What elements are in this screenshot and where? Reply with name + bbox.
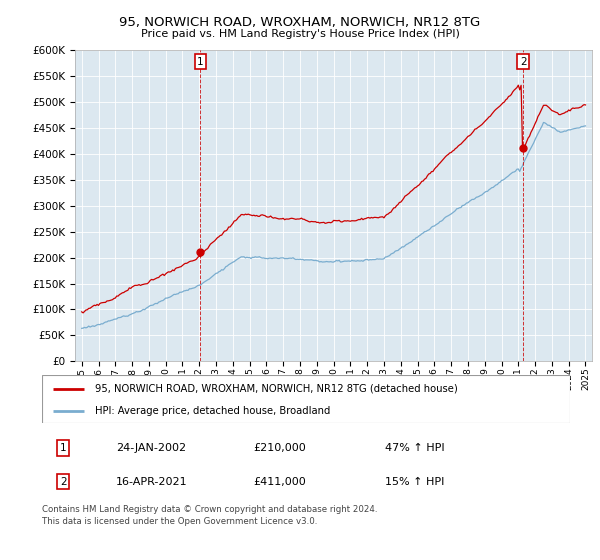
Text: 1: 1 xyxy=(197,57,204,67)
Text: 16-APR-2021: 16-APR-2021 xyxy=(116,477,188,487)
Text: 2: 2 xyxy=(60,477,67,487)
Text: £210,000: £210,000 xyxy=(253,443,306,453)
Text: 95, NORWICH ROAD, WROXHAM, NORWICH, NR12 8TG: 95, NORWICH ROAD, WROXHAM, NORWICH, NR12… xyxy=(119,16,481,29)
Text: Price paid vs. HM Land Registry's House Price Index (HPI): Price paid vs. HM Land Registry's House … xyxy=(140,29,460,39)
Text: 24-JAN-2002: 24-JAN-2002 xyxy=(116,443,186,453)
Text: 47% ↑ HPI: 47% ↑ HPI xyxy=(385,443,445,453)
Text: HPI: Average price, detached house, Broadland: HPI: Average price, detached house, Broa… xyxy=(95,406,330,416)
Text: 1: 1 xyxy=(60,443,67,453)
Text: £411,000: £411,000 xyxy=(253,477,306,487)
Text: 15% ↑ HPI: 15% ↑ HPI xyxy=(385,477,445,487)
Text: 2: 2 xyxy=(520,57,526,67)
Text: Contains HM Land Registry data © Crown copyright and database right 2024.
This d: Contains HM Land Registry data © Crown c… xyxy=(42,505,377,526)
Text: 95, NORWICH ROAD, WROXHAM, NORWICH, NR12 8TG (detached house): 95, NORWICH ROAD, WROXHAM, NORWICH, NR12… xyxy=(95,384,458,394)
